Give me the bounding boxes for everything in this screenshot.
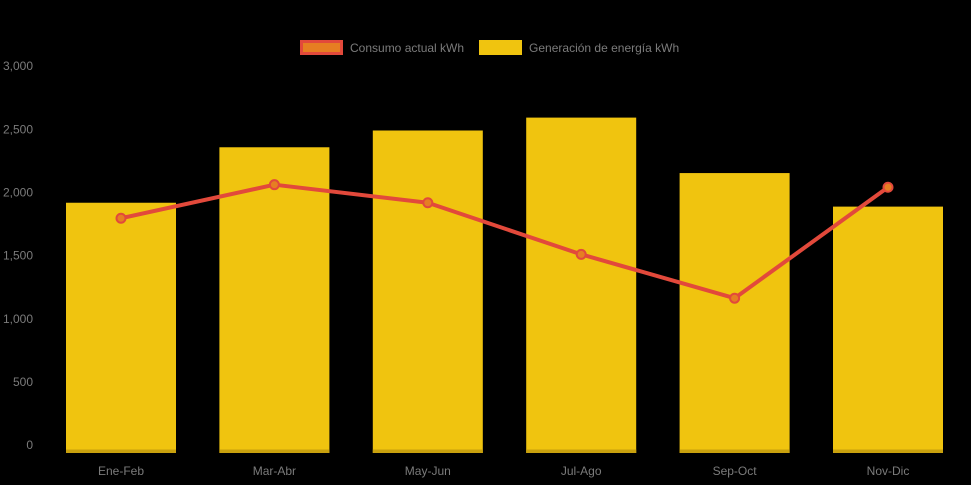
bar-generacion[interactable] [372, 130, 483, 454]
bar-generacion[interactable] [833, 206, 943, 453]
x-axis-tick-label: Mar-Abr [253, 464, 296, 478]
legend-label-consumo: Consumo actual kWh [350, 40, 465, 55]
bar-bottom-edge [833, 449, 943, 453]
bar-generacion[interactable] [679, 173, 790, 453]
legend-label-generacion: Generación de energía kWh [529, 40, 680, 55]
chart-legend: Consumo actual kWh Generación de energía… [300, 40, 679, 55]
x-axis-tick-label: May-Jun [405, 464, 451, 478]
bar-bottom-edge [219, 449, 330, 453]
bar-generacion[interactable] [66, 202, 176, 453]
consumo-data-point[interactable] [268, 179, 280, 191]
bar-bottom-edge [526, 449, 637, 453]
bar-bottom-edge [372, 449, 483, 453]
x-axis-tick-label: Sep-Oct [713, 464, 758, 478]
consumo-data-point[interactable] [115, 212, 127, 224]
y-axis-tick-label: 2,000 [3, 186, 33, 200]
generacion-swatch-icon [479, 40, 523, 55]
consumo-data-point[interactable] [422, 197, 434, 209]
bar-generacion[interactable] [526, 117, 637, 453]
consumo-swatch-icon [300, 40, 343, 55]
x-axis-tick-label: Jul-Ago [561, 464, 602, 478]
y-axis-tick-label: 500 [13, 375, 33, 389]
y-axis-tick-label: 2,500 [3, 122, 33, 136]
consumo-data-point[interactable] [729, 292, 741, 304]
y-axis-tick-label: 1,500 [3, 249, 33, 263]
legend-item-consumo[interactable]: Consumo actual kWh [300, 40, 464, 55]
x-axis-tick-label: Ene-Feb [98, 464, 144, 478]
x-axis-tick-label: Nov-Dic [867, 464, 910, 478]
consumo-data-point[interactable] [882, 181, 894, 193]
legend-item-generacion[interactable]: Generación de energía kWh [479, 40, 679, 55]
bar-generacion[interactable] [219, 147, 330, 453]
consumo-data-point[interactable] [575, 248, 587, 260]
y-axis-tick-label: 0 [26, 438, 33, 452]
y-axis-tick-label: 1,000 [3, 312, 33, 326]
bar-bottom-edge [66, 449, 176, 453]
y-axis-tick-label: 3,000 [3, 59, 33, 73]
consumo-line [119, 182, 890, 301]
bar-bottom-edge [679, 449, 790, 453]
